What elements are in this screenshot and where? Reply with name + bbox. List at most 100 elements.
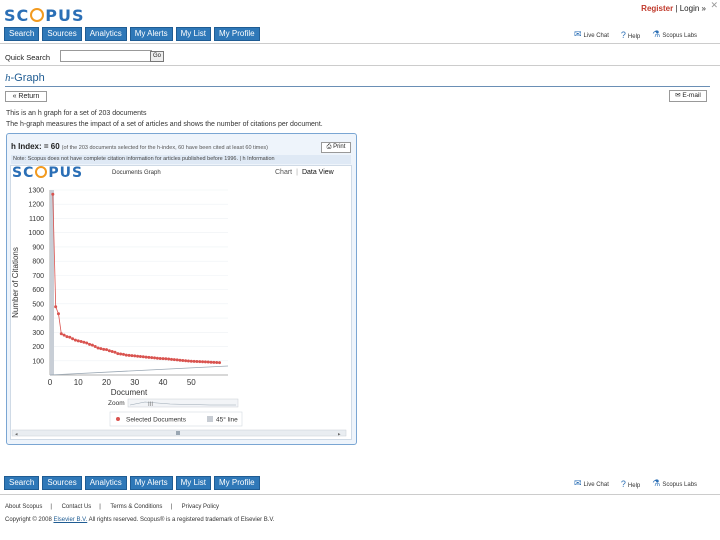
data-point [181, 358, 185, 362]
main-nav-top: Search Sources Analytics My Alerts My Li… [4, 27, 260, 41]
help-link[interactable]: ? Help [621, 30, 640, 40]
footer-privacy-link[interactable]: Privacy Policy [181, 504, 220, 510]
data-point [167, 357, 171, 361]
legend-marker-documents [116, 417, 120, 421]
print-button[interactable]: ⎙ Print [321, 142, 351, 153]
utility-links-bottom: ✉ Live Chat ? Help ⚗ Scopus Labs [574, 478, 697, 489]
data-point [113, 350, 117, 354]
y-tick-label: 500 [32, 301, 44, 308]
help-label: Help [627, 482, 641, 489]
data-point [184, 359, 188, 363]
data-point [186, 359, 190, 363]
x-tick-label: 40 [159, 378, 168, 387]
data-point [102, 347, 106, 351]
close-icon[interactable]: ✕ [710, 0, 718, 10]
tab-my-profile[interactable]: My Profile [213, 27, 260, 41]
citation-note: Note: Scopus does not have complete cita… [11, 155, 351, 164]
quick-search-go-button[interactable]: Go [150, 51, 164, 62]
live-chat-link[interactable]: ✉ Live Chat [574, 478, 609, 489]
tab-my-alerts[interactable]: My Alerts [129, 476, 173, 490]
chat-icon: ✉ [574, 29, 582, 39]
tab-my-list[interactable]: My List [175, 27, 211, 41]
help-icon: ? [620, 478, 626, 489]
footer-about-link[interactable]: About Scopus [5, 504, 43, 510]
y-tick-label: 800 [32, 259, 44, 266]
help-label: Help [627, 33, 641, 40]
page-title: h-Graph [5, 72, 45, 84]
help-link[interactable]: ? Help [621, 479, 640, 489]
data-point [209, 360, 213, 364]
tab-my-profile[interactable]: My Profile [213, 476, 260, 490]
data-point [141, 355, 145, 359]
divider [0, 65, 720, 66]
data-point [203, 360, 207, 364]
scopus-logo[interactable]: SC PUS [4, 6, 85, 25]
description-line-2: The h-graph measures the impact of a set… [6, 121, 323, 128]
tab-analytics[interactable]: Analytics [84, 27, 127, 41]
scopus-labs-label: Scopus Labs [662, 33, 698, 39]
data-point [88, 342, 92, 346]
scroll-right-icon: ▸ [338, 432, 341, 438]
print-label: Print [333, 144, 346, 150]
live-chat-label: Live Chat [583, 482, 609, 488]
login-link[interactable]: Login [679, 4, 700, 13]
help-icon: ? [620, 29, 626, 40]
tab-analytics[interactable]: Analytics [84, 476, 127, 490]
x-tick-label: 20 [102, 378, 111, 387]
x-axis-label: Document [111, 388, 148, 397]
zoom-preview-line [129, 401, 236, 406]
tab-sources[interactable]: Sources [42, 27, 82, 41]
chart-scopus-logo: SC PUS [12, 165, 83, 181]
logo-o-icon [30, 8, 45, 22]
chart-view-tab[interactable]: Chart [275, 169, 293, 176]
tab-search[interactable]: Search [4, 476, 40, 490]
return-button[interactable]: « Return [5, 91, 47, 102]
scopus-labs-link[interactable]: ⚗ Scopus Labs [652, 478, 697, 489]
horizontal-scrollbar[interactable]: ◂ ▸ [11, 429, 347, 438]
account-links: Register | Login » [641, 4, 706, 13]
legend-label-45-line: 45° line [216, 416, 238, 424]
data-point [105, 348, 109, 352]
copyright: Copyright © 2008 Elsevier B.V. All right… [5, 517, 275, 523]
chart-logo-o-icon [35, 166, 48, 178]
data-point [110, 350, 114, 354]
tab-search[interactable]: Search [4, 27, 40, 41]
zoom-slider[interactable]: III [127, 398, 239, 408]
data-point [79, 340, 83, 344]
labs-icon: ⚗ [652, 29, 661, 39]
data-point [138, 355, 142, 358]
data-view-tab[interactable]: Data View [301, 169, 334, 176]
data-point [68, 335, 72, 339]
data-point [82, 340, 86, 344]
email-button[interactable]: ✉ E-mail [669, 90, 707, 102]
data-point [71, 337, 75, 341]
data-point [51, 192, 55, 196]
y-tick-label: 200 [32, 344, 44, 351]
live-chat-link[interactable]: ✉ Live Chat [574, 29, 609, 40]
labs-icon: ⚗ [652, 478, 661, 488]
footer-contact-link[interactable]: Contact Us [61, 504, 92, 510]
description-line-1: This is an h graph for a set of 203 docu… [6, 110, 147, 117]
y-tick-label: 100 [32, 358, 44, 365]
data-point [93, 345, 97, 349]
data-point [96, 346, 100, 350]
tab-sources[interactable]: Sources [42, 476, 82, 490]
title-h: h [5, 72, 11, 84]
data-point [161, 357, 165, 361]
zoom-track [127, 398, 239, 408]
tab-my-list[interactable]: My List [175, 476, 211, 490]
data-point [54, 305, 58, 309]
register-link[interactable]: Register [641, 4, 674, 13]
quick-search-input[interactable] [60, 50, 152, 62]
logo-text-pre: SC [4, 6, 30, 25]
footer-terms-link[interactable]: Terms & Conditions [110, 504, 163, 510]
utility-links-top: ✉ Live Chat ? Help ⚗ Scopus Labs [574, 29, 697, 40]
scrollbar-thumb [176, 431, 180, 435]
elsevier-link[interactable]: Elsevier B.V. [53, 517, 88, 523]
data-point [76, 339, 80, 343]
data-point [164, 357, 168, 361]
scopus-labs-link[interactable]: ⚗ Scopus Labs [652, 29, 697, 40]
tab-my-alerts[interactable]: My Alerts [129, 27, 173, 41]
y-tick-label: 400 [32, 316, 44, 323]
x-tick-label: 0 [48, 378, 53, 387]
